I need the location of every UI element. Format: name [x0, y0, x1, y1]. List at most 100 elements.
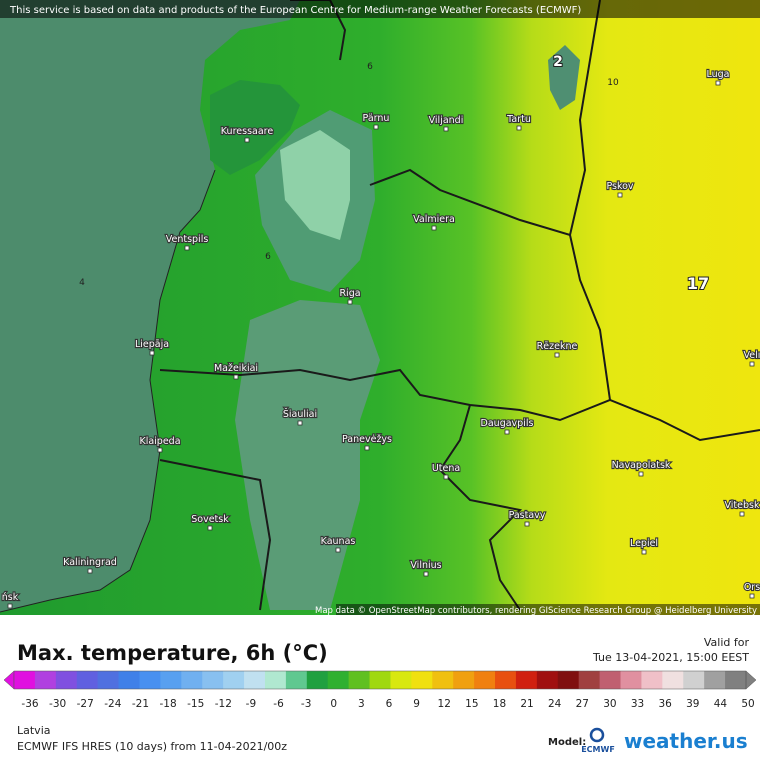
city-dot [207, 525, 213, 531]
city-dot [431, 225, 437, 231]
city-label: Kaliningrad [63, 557, 117, 568]
color-step [118, 671, 140, 689]
city-label: Daugavpils [481, 418, 534, 429]
color-step [578, 671, 601, 689]
region: Latvia [17, 724, 51, 737]
color-step [14, 671, 36, 689]
sea [0, 0, 300, 612]
color-step [662, 671, 684, 689]
color-step [411, 671, 433, 689]
warm-patch [280, 130, 350, 240]
city-label: Sovetsk [191, 514, 229, 525]
city-dot [554, 352, 560, 358]
contour-label: 4 [79, 278, 85, 288]
city-label: Vitebsk [725, 500, 760, 511]
legend-tick: 0 [330, 698, 337, 710]
contour-label: 17 [687, 274, 709, 293]
city-label: Navapolatsk [612, 460, 671, 471]
model-run: ECMWF IFS HRES (10 days) from 11-04-2021… [17, 740, 287, 753]
color-step [306, 671, 329, 689]
city-label: Utena [432, 463, 460, 474]
valid-label: Valid for [704, 636, 750, 649]
attribution: Map data © OpenStreetMap contributors, r… [315, 606, 757, 616]
color-step [160, 671, 182, 689]
legend-tick: 3 [358, 698, 365, 710]
color-step [432, 671, 454, 689]
city-label: Šiauliai [283, 408, 317, 420]
city-label: Mažeikiai [214, 363, 258, 374]
city-label: Pastavy [509, 510, 546, 521]
city-label: Klaipeda [139, 436, 180, 447]
legend-tick: 50 [741, 698, 754, 710]
legend-tick: 12 [438, 698, 451, 710]
attribution-bg [336, 604, 760, 616]
color-step [495, 671, 517, 689]
ecmwf-icon [589, 727, 605, 743]
colorbar: -36 -30 -27 -24 -21 -18 -15 -12 -9 -6 -3 0 3 6 9 12 15 18… [3, 670, 757, 710]
legend-tick: -21 [132, 698, 149, 710]
legend-tick: 21 [520, 698, 533, 710]
city-dot [749, 593, 755, 599]
color-step [704, 671, 726, 689]
legend-tick: 9 [413, 698, 420, 710]
city-dot [739, 511, 745, 517]
city-dot [297, 420, 303, 426]
contour-label: 6 [367, 62, 373, 72]
legend-tick: -6 [273, 698, 284, 710]
city-dot [373, 124, 379, 130]
city-label: Rēzekne [537, 341, 578, 352]
city-dot [749, 361, 755, 367]
city-dot [157, 447, 163, 453]
color-step [97, 671, 120, 689]
color-step [515, 671, 538, 689]
island [210, 80, 300, 175]
color-step [453, 671, 475, 689]
legend-tick: 33 [631, 698, 644, 710]
color-step [34, 671, 57, 689]
color-step [474, 671, 496, 689]
color-step [390, 671, 412, 689]
model-logo: ECMWF [581, 745, 615, 754]
legend-tick: 18 [493, 698, 506, 710]
color-step [264, 671, 287, 689]
color-step [348, 671, 371, 689]
legend-tick: -27 [77, 698, 94, 710]
color-step [599, 671, 622, 689]
legend-tick: 36 [658, 698, 672, 710]
legend-tick: -30 [49, 698, 66, 710]
color-step [683, 671, 705, 689]
legend-tick: 27 [576, 698, 589, 710]
city-label: Kaunas [321, 536, 356, 547]
inland-cool [235, 300, 380, 610]
banner: This service is based on data and produc… [9, 5, 581, 16]
city-dot [184, 245, 190, 251]
color-step [181, 671, 203, 689]
city-dot [233, 374, 239, 380]
city-label: Kuressaare [221, 126, 274, 137]
legend-tick: 30 [603, 698, 616, 710]
color-step [536, 671, 559, 689]
legend-tick: -9 [246, 698, 256, 710]
title: Max. temperature, 6h (°C) [17, 641, 328, 665]
color-step [76, 671, 99, 689]
legend-tick: -15 [187, 698, 204, 710]
contour-label: 2 [553, 54, 563, 70]
city-dot [504, 429, 510, 435]
city-label: Viljandi [429, 115, 464, 126]
city-dot [443, 126, 449, 132]
banner-bg [0, 0, 760, 18]
city-dot [516, 125, 522, 131]
city-label: Ors [744, 582, 760, 593]
color-step [557, 671, 580, 689]
legend-tick: -12 [215, 698, 232, 710]
city-dot [244, 137, 250, 143]
color-step [725, 671, 747, 689]
color-step [55, 671, 78, 689]
city-dot [87, 568, 93, 574]
city-label: Ventspils [166, 234, 209, 245]
city-label: Pskov [606, 181, 633, 192]
legend-tick: -3 [301, 698, 311, 710]
contour-label: 10 [607, 78, 619, 88]
city-dot [715, 80, 721, 86]
